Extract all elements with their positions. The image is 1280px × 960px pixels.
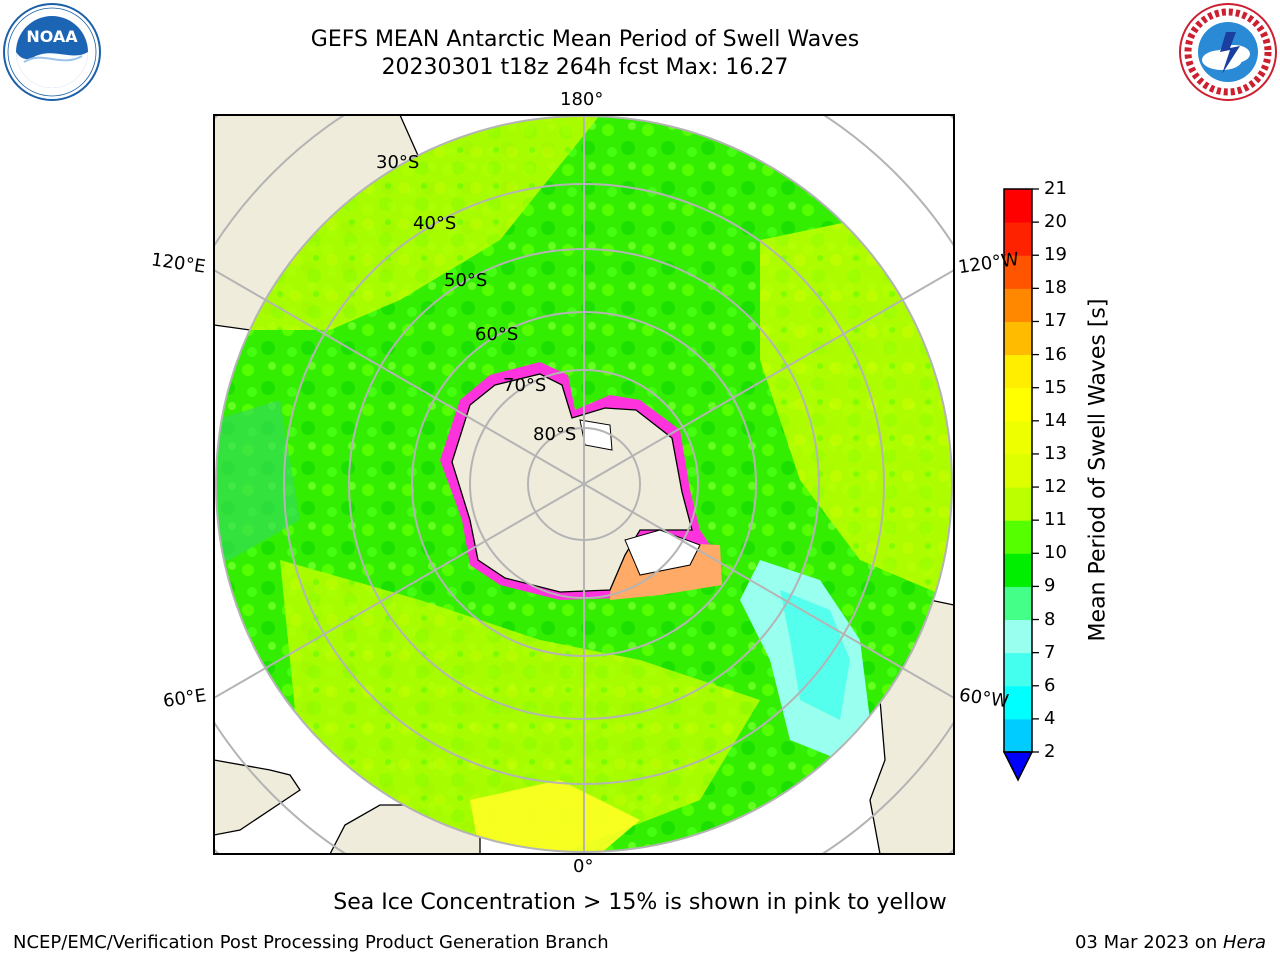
colorbar-segment (1004, 189, 1032, 223)
colorbar-tick-label: 19 (1044, 244, 1067, 266)
colorbar-tick-label: 10 (1044, 542, 1067, 564)
lon-label-0: 0° (573, 856, 594, 877)
lat-label-50s: 50°S (444, 270, 488, 291)
colorbar-segment (1004, 222, 1032, 256)
svg-text:NOAA: NOAA (26, 27, 78, 46)
lat-label-30s: 30°S (376, 152, 420, 173)
footer-credit: NCEP/EMC/Verification Post Processing Pr… (13, 932, 609, 953)
colorbar-tick-label: 12 (1044, 476, 1067, 498)
colorbar-segment (1004, 321, 1032, 356)
colorbar-tick-label: 13 (1044, 442, 1067, 464)
colorbar-tick-label: 15 (1044, 376, 1067, 398)
colorbar-segment (1004, 652, 1032, 687)
colorbar-segment (1004, 387, 1032, 422)
lat-label-80s: 80°S (533, 424, 577, 445)
colorbar-tick-label: 17 (1044, 310, 1067, 332)
map-frame (213, 114, 955, 855)
colorbar-segment (1004, 354, 1032, 389)
footer-date: 03 Mar 2023 on Hera (1074, 932, 1266, 953)
colorbar-tick-label: 8 (1044, 608, 1056, 630)
noaa-logo-icon: NOAA (3, 3, 101, 101)
colorbar-tick-label: 11 (1044, 509, 1067, 531)
colorbar-tick-label: 2 (1044, 741, 1056, 762)
lat-label-60s: 60°S (475, 324, 519, 345)
colorbar-segment (1004, 586, 1032, 621)
nws-logo-icon (1179, 3, 1277, 101)
colorbar-frame (1003, 188, 1033, 753)
colorbar-tick-label: 6 (1044, 674, 1056, 696)
colorbar-segment (1004, 453, 1032, 488)
caption: Sea Ice Concentration > 15% is shown in … (333, 890, 947, 915)
chart-title: GEFS MEAN Antarctic Mean Period of Swell… (310, 27, 860, 52)
colorbar-tick-label: 4 (1044, 707, 1056, 729)
colorbar-tick-label: 16 (1044, 343, 1067, 365)
colorbar-segment (1004, 685, 1032, 720)
lon-label-180: 180° (560, 89, 604, 110)
colorbar-segment (1004, 553, 1032, 587)
colorbar-tick-label: 20 (1044, 211, 1067, 233)
colorbar-tick-label: 18 (1044, 277, 1067, 299)
colorbar-segment (1004, 420, 1032, 455)
colorbar-segment (1004, 255, 1032, 289)
colorbar-tick-label: 7 (1044, 641, 1056, 663)
colorbar-label: Mean Period of Swell Waves [s] (1085, 298, 1111, 642)
colorbar-segment (1004, 288, 1032, 322)
colorbar-tick-label: 9 (1044, 575, 1056, 597)
colorbar-segment (1004, 718, 1032, 753)
colorbar-segment (1004, 619, 1032, 654)
colorbar-tick-label: 14 (1044, 409, 1067, 431)
colorbar-tick-label: 21 (1044, 178, 1067, 199)
lat-label-40s: 40°S (413, 213, 457, 234)
colorbar-extend-triangle (1002, 751, 1034, 782)
colorbar (1002, 188, 1039, 782)
chart-subtitle: 20230301 t18z 264h fcst Max: 16.27 (381, 55, 789, 80)
lat-label-70s: 70°S (503, 375, 547, 396)
colorbar-segment (1004, 520, 1032, 554)
colorbar-segment (1004, 487, 1032, 521)
